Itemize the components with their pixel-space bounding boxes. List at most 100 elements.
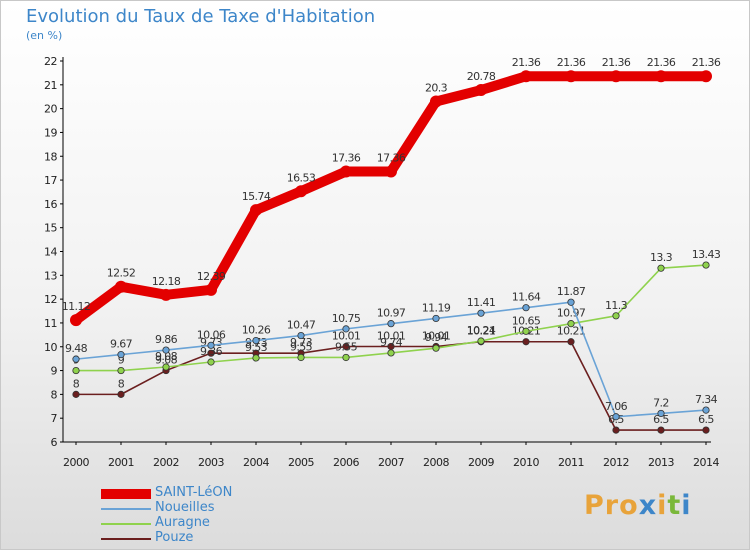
data-label: 9 xyxy=(118,354,125,367)
data-point xyxy=(295,185,307,198)
data-point xyxy=(700,70,712,83)
data-label: 13.3 xyxy=(650,251,673,264)
data-point xyxy=(567,320,575,328)
data-label: 20.78 xyxy=(467,70,496,83)
x-tick-label: 2014 xyxy=(693,456,719,469)
x-tick-label: 2002 xyxy=(153,456,179,469)
data-point xyxy=(475,84,487,97)
data-label: 10.75 xyxy=(332,312,361,325)
y-tick-label: 14 xyxy=(44,246,57,259)
y-tick-label: 6 xyxy=(51,436,58,449)
x-tick-label: 2007 xyxy=(378,456,404,469)
legend-label: Noueilles xyxy=(155,500,215,515)
data-label: 9.55 xyxy=(335,340,358,353)
data-point xyxy=(477,337,485,345)
data-label: 9.55 xyxy=(290,340,313,353)
data-point xyxy=(567,338,575,346)
data-label: 9.74 xyxy=(380,336,403,349)
logo-letter: i xyxy=(657,490,668,521)
logo-letter: P xyxy=(584,490,605,521)
data-point xyxy=(117,390,125,398)
data-point xyxy=(610,70,622,83)
data-point xyxy=(612,413,620,421)
data-point xyxy=(205,283,217,296)
data-label: 10.97 xyxy=(377,307,406,320)
y-tick-label: 22 xyxy=(44,55,57,68)
data-label: 21.36 xyxy=(692,56,721,69)
data-point xyxy=(520,70,532,83)
data-point xyxy=(522,304,530,312)
data-label: 9.94 xyxy=(425,331,448,344)
legend-swatch xyxy=(101,523,151,525)
data-label: 9.08 xyxy=(155,354,178,367)
chart-subtitle: (en %) xyxy=(26,29,63,42)
legend-label: Pouze xyxy=(155,530,194,545)
x-tick-label: 2001 xyxy=(108,456,134,469)
data-point xyxy=(522,327,530,335)
data-label: 6.5 xyxy=(653,413,669,426)
data-point xyxy=(207,358,215,366)
proxiti-logo: Proxiti xyxy=(584,490,692,521)
data-label: 12.18 xyxy=(152,275,181,288)
data-point xyxy=(342,325,350,333)
data-label: 8 xyxy=(73,377,80,390)
y-tick-label: 19 xyxy=(44,126,57,139)
x-tick-label: 2003 xyxy=(198,456,224,469)
data-label: 20.3 xyxy=(425,81,448,94)
data-label: 9.08 xyxy=(155,350,178,363)
data-point xyxy=(432,344,440,352)
data-label: 7.2 xyxy=(653,396,669,409)
chart-title: Evolution du Taux de Taxe d'Habitation xyxy=(26,6,376,27)
data-label: 17.36 xyxy=(332,151,361,164)
y-tick-label: 18 xyxy=(44,150,57,163)
y-tick-label: 15 xyxy=(44,222,57,235)
data-point xyxy=(70,314,82,327)
data-point xyxy=(702,406,710,414)
data-label: 10.24 xyxy=(467,324,496,337)
x-tick-label: 2010 xyxy=(513,456,539,469)
data-label: 16.53 xyxy=(287,171,316,184)
y-tick-label: 9 xyxy=(51,365,58,378)
data-label: 21.36 xyxy=(602,56,631,69)
data-label: 21.36 xyxy=(647,56,676,69)
data-label: 9.73 xyxy=(290,336,313,349)
x-tick-label: 2009 xyxy=(468,456,494,469)
x-tick-label: 2012 xyxy=(603,456,629,469)
data-label: 10.01 xyxy=(422,330,451,343)
x-tick-label: 2005 xyxy=(288,456,314,469)
data-label: 8 xyxy=(118,377,125,390)
data-point xyxy=(115,280,127,293)
data-point xyxy=(252,354,260,362)
logo-letter: o xyxy=(619,490,639,521)
data-label: 11.12 xyxy=(62,300,91,313)
x-tick-label: 2000 xyxy=(63,456,89,469)
y-tick-label: 13 xyxy=(44,269,57,282)
data-point xyxy=(385,165,397,178)
data-point xyxy=(565,70,577,83)
data-point xyxy=(655,70,667,83)
logo-letter: t xyxy=(667,490,682,521)
y-tick-label: 12 xyxy=(44,293,57,306)
legend-label: SAINT-LéON xyxy=(155,485,233,500)
data-point xyxy=(342,342,350,351)
data-label: 10.01 xyxy=(377,330,406,343)
data-label: 10.21 xyxy=(557,325,586,338)
data-point xyxy=(252,336,260,345)
data-point xyxy=(702,261,710,269)
data-point xyxy=(117,351,125,359)
data-label: 10.97 xyxy=(557,307,586,320)
legend-swatch xyxy=(101,538,151,540)
data-label: 7.06 xyxy=(605,400,628,413)
data-point xyxy=(387,320,395,328)
data-point xyxy=(117,366,125,375)
y-tick-label: 17 xyxy=(44,174,57,187)
data-label: 9.67 xyxy=(110,338,133,351)
data-point xyxy=(207,349,215,357)
data-point xyxy=(72,366,80,375)
data-label: 10.26 xyxy=(242,324,271,337)
data-label: 11.3 xyxy=(605,299,628,312)
data-label: 6.5 xyxy=(698,413,714,426)
data-label: 21.36 xyxy=(512,56,541,69)
x-tick-label: 2011 xyxy=(558,456,584,469)
